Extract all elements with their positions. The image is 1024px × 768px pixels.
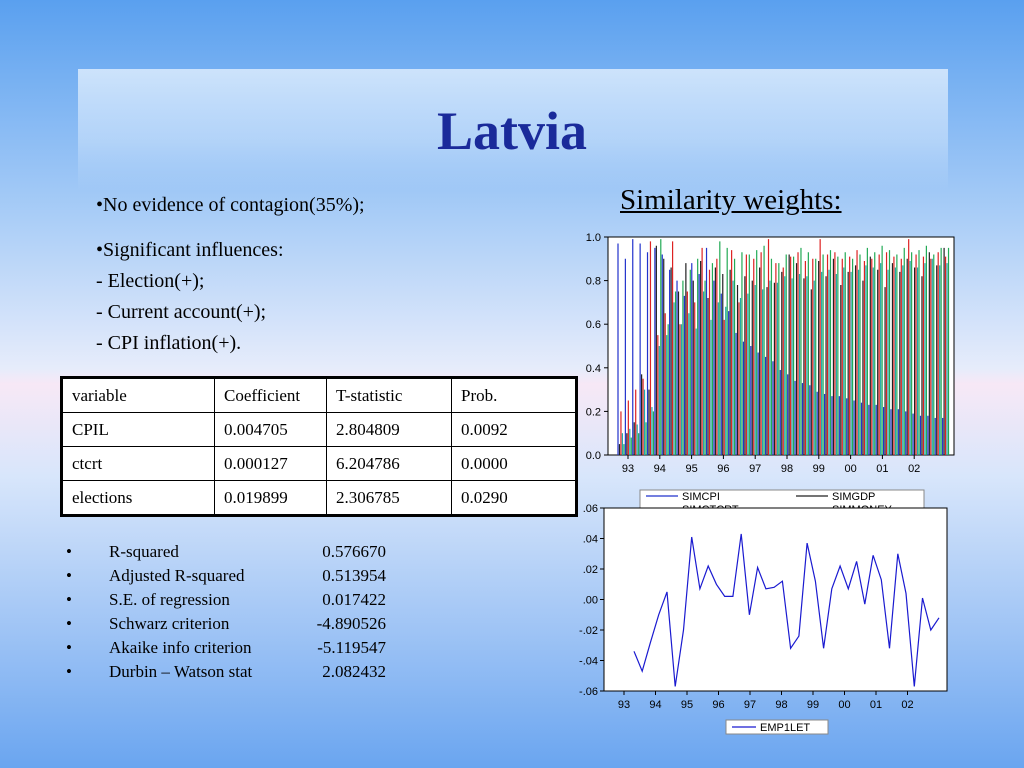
- cell-coefficient: 0.004705: [214, 412, 327, 447]
- stat-adjusted-r-squared: • Adjusted R-squared 0.513954: [66, 564, 386, 588]
- bullet-influences-head: •Significant influences:: [96, 239, 284, 261]
- series-line-emp1let: [633, 533, 940, 687]
- stat-value: 0.576670: [322, 542, 386, 561]
- stat-bullet: •: [66, 638, 72, 657]
- chart-legend: EMP1LET: [725, 719, 829, 735]
- cell-prob: 0.0092: [451, 412, 577, 447]
- cell-prob: 0.0290: [451, 480, 577, 516]
- stat-label: Akaike info criterion: [109, 638, 252, 657]
- table-row: ctcrt 0.000127 6.204786 0.0000: [61, 446, 577, 481]
- stat-label: R-squared: [109, 542, 179, 561]
- table-header-row: variable Coefficient T-statistic Prob.: [61, 377, 577, 413]
- stat-value: 0.017422: [322, 590, 386, 609]
- stat-value: 2.082432: [322, 662, 386, 681]
- stat-r-squared: • R-squared 0.576670: [66, 540, 386, 564]
- y-tick-label: 1.0: [586, 232, 601, 244]
- stat-value: -4.890526: [316, 614, 386, 633]
- stat-value: -5.119547: [317, 638, 386, 657]
- similarity-weights-title: Similarity weights:: [620, 184, 842, 216]
- table-row: elections 0.019899 2.306785 0.0290: [61, 480, 577, 516]
- slide-title: Latvia: [436, 101, 587, 161]
- x-tick-label: 93: [618, 699, 630, 711]
- y-tick-label: .04: [583, 534, 598, 546]
- title-banner: [78, 69, 948, 191]
- x-tick-label: 01: [876, 463, 888, 475]
- x-tick-label: 96: [712, 699, 724, 711]
- y-tick-label: 0.8: [586, 276, 601, 288]
- stat-durbin-watson: • Durbin – Watson stat 2.082432: [66, 660, 386, 684]
- emp1let-chart: .06 .04 .02 .00 -.02 -.04 -.06 93 94 95 96 97 98 99 00…: [579, 503, 948, 735]
- legend-label-simgdp: SIMGDP: [832, 491, 875, 503]
- stat-label: Schwarz criterion: [109, 614, 230, 633]
- influence-election: - Election(+);: [96, 270, 205, 292]
- influence-current-account: - Current account(+);: [96, 301, 267, 323]
- findings-list: •No evidence of contagion(35%); •Signifi…: [96, 190, 365, 359]
- y-tick-label: -.02: [579, 625, 598, 637]
- plot-area: [603, 507, 948, 692]
- stat-value: 0.513954: [322, 566, 386, 585]
- header-variable: variable: [61, 377, 215, 413]
- stat-bullet: •: [66, 662, 72, 681]
- y-tick-label: 0.6: [586, 319, 601, 331]
- y-tick-label: 0.4: [586, 363, 601, 375]
- stat-bullet: •: [66, 614, 72, 633]
- header-prob: Prob.: [451, 377, 577, 413]
- stat-label: S.E. of regression: [109, 590, 230, 609]
- influence-cpi: - CPI inflation(+).: [96, 332, 242, 354]
- stat-akaike: • Akaike info criterion -5.119547: [66, 636, 386, 660]
- x-tick-label: 99: [813, 463, 825, 475]
- cell-coefficient: 0.000127: [214, 446, 327, 481]
- legend-box: [725, 719, 829, 735]
- x-tick-label: 99: [807, 699, 819, 711]
- cell-variable: ctcrt: [61, 446, 215, 481]
- cell-coefficient: 0.019899: [214, 480, 327, 516]
- y-tick-label: .06: [583, 503, 598, 515]
- stat-schwarz: • Schwarz criterion -4.890526: [66, 612, 386, 636]
- x-tick-label: 01: [870, 699, 882, 711]
- x-tick-label: 95: [685, 463, 697, 475]
- cell-tstat: 2.306785: [326, 480, 452, 516]
- x-tick-label: 02: [908, 463, 920, 475]
- legend-label-emp1let: EMP1LET: [760, 722, 810, 734]
- x-tick-label: 00: [844, 463, 856, 475]
- x-tick-label: 93: [622, 463, 634, 475]
- x-tick-label: 00: [838, 699, 850, 711]
- x-tick-label: 94: [654, 463, 666, 475]
- y-tick-label: .02: [583, 564, 598, 576]
- cell-prob: 0.0000: [451, 446, 577, 481]
- stat-se-regression: • S.E. of regression 0.017422: [66, 588, 386, 612]
- cell-variable: CPIL: [61, 412, 215, 447]
- stat-bullet: •: [66, 590, 72, 609]
- y-tick-label: 0.2: [586, 406, 601, 418]
- fit-statistics-list: • R-squared 0.576670 • Adjusted R-square…: [66, 540, 386, 684]
- stat-bullet: •: [66, 566, 72, 585]
- x-tick-label: 94: [649, 699, 661, 711]
- x-tick-label: 98: [781, 463, 793, 475]
- stat-label: Adjusted R-squared: [109, 566, 245, 585]
- header-tstat: T-statistic: [326, 377, 452, 413]
- y-tick-label: 0.0: [586, 450, 601, 462]
- cell-tstat: 2.804809: [326, 412, 452, 447]
- header-coefficient: Coefficient: [214, 377, 327, 413]
- cell-variable: elections: [61, 480, 215, 516]
- stat-bullet: •: [66, 542, 72, 561]
- y-tick-label: .00: [583, 595, 598, 607]
- bullet-contagion: •No evidence of contagion(35%);: [96, 194, 365, 216]
- x-tick-label: 96: [717, 463, 729, 475]
- y-tick-label: -.06: [579, 686, 598, 698]
- regression-table: variable Coefficient T-statistic Prob. C…: [60, 376, 578, 517]
- similarity-weights-chart: 0.0 0.2 0.4 0.6 0.8 1.0 93 94 95 96 97 98 99 00 01 02 SI…: [586, 232, 955, 534]
- x-tick-label: 95: [681, 699, 693, 711]
- table-row: CPIL 0.004705 2.804809 0.0092: [61, 412, 577, 447]
- cell-tstat: 6.204786: [326, 446, 452, 481]
- x-tick-label: 02: [901, 699, 913, 711]
- legend-label-simcpi: SIMCPI: [682, 491, 720, 503]
- stat-label: Durbin – Watson stat: [109, 662, 253, 681]
- y-tick-label: -.04: [579, 656, 598, 668]
- x-tick-label: 97: [744, 699, 756, 711]
- x-tick-label: 98: [775, 699, 787, 711]
- x-tick-label: 97: [749, 463, 761, 475]
